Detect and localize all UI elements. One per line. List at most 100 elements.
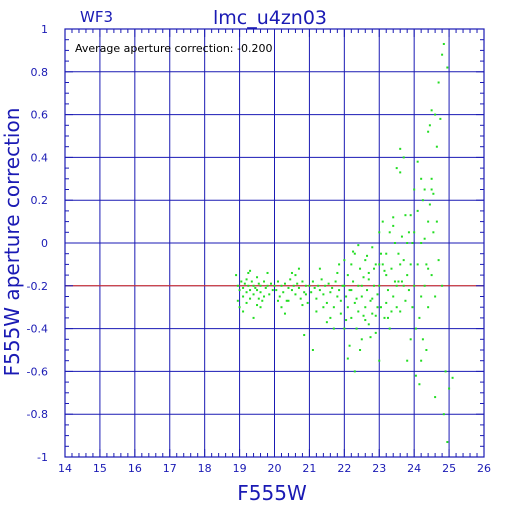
data-point [297,267,300,270]
data-point [345,295,348,298]
data-point [283,282,286,285]
data-point [434,396,437,399]
data-point [406,242,409,244]
data-point [289,278,292,281]
data-point [427,220,430,223]
x-tick-label: 15 [93,462,107,475]
y-tick-label: -0.4 [27,323,48,336]
data-point [409,338,412,341]
data-point [276,299,279,302]
data-point [268,293,271,296]
x-tick-label: 24 [407,462,421,475]
y-tick-label: 0 [41,237,48,250]
x-tick-label: 18 [198,462,212,475]
data-point [416,209,419,212]
data-point [397,280,400,283]
data-point [390,310,393,313]
data-point [420,242,423,244]
data-point [381,220,384,223]
data-point [353,301,356,304]
data-point [297,286,300,289]
data-point [378,359,381,362]
data-point [399,147,402,150]
data-point [400,235,403,238]
data-point [442,42,445,45]
data-point [386,316,389,319]
data-point [441,284,444,287]
data-point [350,263,353,266]
data-point [367,271,370,274]
data-point [374,263,377,266]
x-tick-label: 25 [442,462,456,475]
data-point [261,299,264,302]
data-point [425,263,428,266]
data-point [252,316,255,319]
data-point [432,231,435,234]
data-point [373,267,376,270]
data-point [359,349,362,351]
data-point [325,301,328,304]
data-point [430,188,433,191]
data-point [252,284,255,287]
data-point [249,297,252,300]
data-point [395,284,398,287]
data-point [379,306,382,309]
data-point [294,274,297,277]
data-point [414,327,417,330]
data-point [371,312,374,315]
data-point [393,280,396,283]
data-point [273,284,276,287]
data-point [331,286,334,289]
data-point [266,271,269,274]
data-point [301,304,304,307]
data-point [385,274,388,277]
data-point [294,293,297,296]
data-point [400,280,403,283]
average-annotation: Average aperture correction: -0.200 [75,42,272,55]
data-point [435,220,438,223]
data-point [271,289,274,292]
data-point [442,413,445,416]
x-tick-label: 14 [58,462,72,475]
data-point [407,289,410,292]
data-point [311,349,314,351]
data-point [413,188,416,191]
data-point [411,306,414,309]
x-axis-ticks: 14 15 16 17 18 19 20 21 22 23 24 25 26 [58,29,491,475]
data-point [373,284,376,287]
data-point [329,316,332,319]
data-point [270,282,273,285]
data-point [296,282,299,285]
data-point [303,291,306,294]
data-point [435,145,438,148]
data-point [364,259,367,262]
data-point [357,244,360,247]
data-point [434,113,437,116]
data-point [236,299,239,302]
data-point [338,263,341,266]
data-point [362,276,365,279]
data-point [292,284,295,287]
data-point [381,263,384,266]
data-point [311,280,314,283]
data-point [290,289,293,292]
data-point [374,331,377,334]
data-point [371,297,374,300]
data-point [390,267,393,270]
data-point [392,295,395,298]
data-point [238,306,241,309]
data-point [427,306,430,309]
data-point [276,280,279,283]
data-point [386,289,389,292]
data-point [421,338,424,341]
data-point [304,284,307,287]
data-point [427,130,430,133]
data-point [336,295,339,298]
data-point [287,286,290,289]
data-point [266,284,269,287]
y-axis-ticks: 1 0.8 0.6 0.4 0.2 0 -0.2 -0.4 -0.6 -0.8 -1 [27,23,484,464]
data-point [388,231,391,234]
data-point [254,286,257,289]
data-point [357,310,360,313]
data-point [299,297,302,300]
